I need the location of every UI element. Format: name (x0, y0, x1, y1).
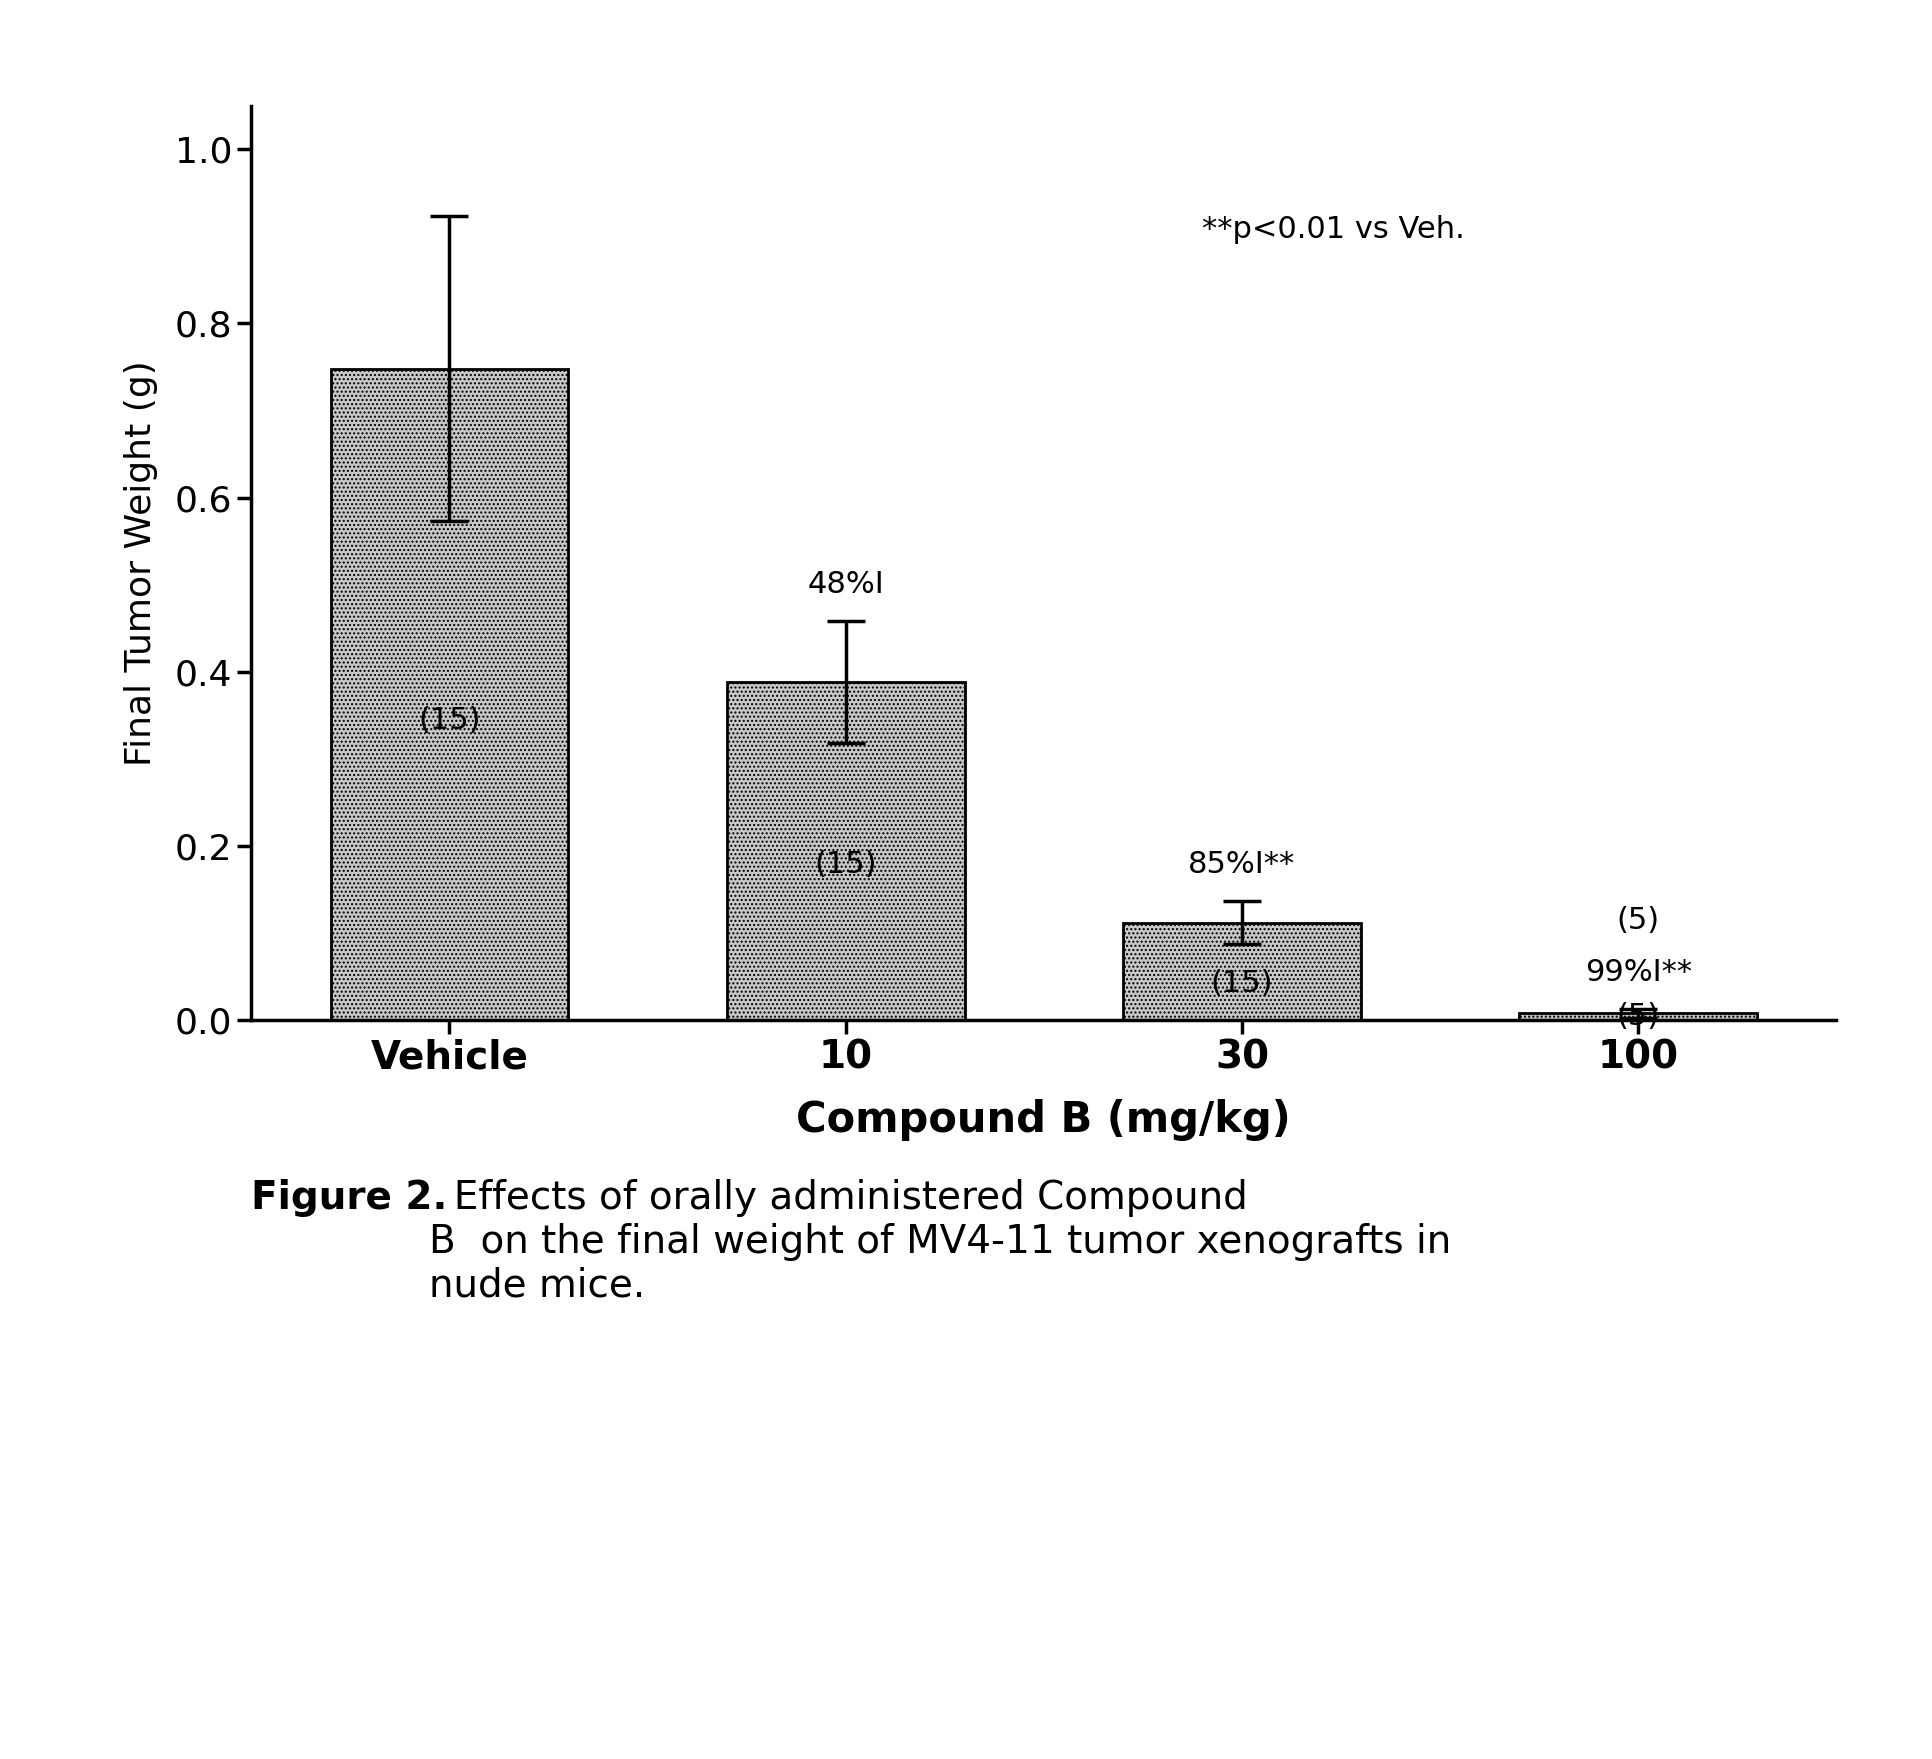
Text: Figure 2.: Figure 2. (251, 1179, 448, 1217)
Text: Effects of orally administered Compound
B  on the final weight of MV4-11 tumor x: Effects of orally administered Compound … (429, 1179, 1451, 1305)
Bar (330, 369, 568, 1020)
Text: 85%I**: 85%I** (1188, 850, 1294, 880)
X-axis label: Compound B (mg/kg): Compound B (mg/kg) (796, 1099, 1291, 1142)
Text: 48%I: 48%I (808, 570, 883, 600)
Bar (1122, 923, 1360, 1020)
Text: (15): (15) (417, 705, 481, 735)
Text: 99%I**: 99%I** (1584, 959, 1690, 987)
Bar (1519, 1013, 1756, 1020)
Y-axis label: Final Tumor Weight (g): Final Tumor Weight (g) (124, 361, 158, 765)
Text: (5): (5) (1615, 906, 1660, 934)
Text: (15): (15) (1209, 969, 1273, 997)
Text: (15): (15) (813, 850, 877, 880)
Text: (5): (5) (1615, 1003, 1660, 1031)
Bar (726, 682, 964, 1020)
Text: **p<0.01 vs Veh.: **p<0.01 vs Veh. (1202, 215, 1464, 245)
